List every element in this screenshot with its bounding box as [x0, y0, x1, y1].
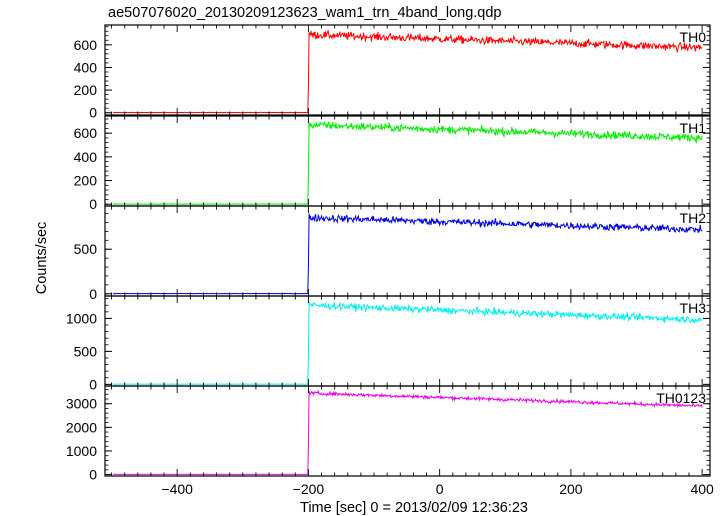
- y-tick-label: 500: [74, 241, 98, 257]
- y-tick-label: 1000: [66, 310, 97, 326]
- y-tick-label: 0: [89, 467, 97, 483]
- series-line-th1: [112, 120, 703, 205]
- y-tick-label: 3000: [66, 396, 97, 412]
- x-tick-label: −400: [161, 481, 193, 497]
- x-tick-label: 0: [436, 481, 444, 497]
- y-tick-label: 500: [74, 343, 98, 359]
- series-line-th2: [112, 213, 703, 295]
- y-tick-label: 400: [74, 59, 98, 75]
- panel-label-th0123: TH0123: [656, 390, 706, 406]
- panel-frame-th1: [104, 115, 711, 207]
- panel-label-th3: TH3: [680, 300, 707, 316]
- y-tick-label: 0: [89, 105, 97, 121]
- panel-th3: 0 500 1000 TH3: [66, 295, 711, 392]
- panel-th2: 0 500 TH2: [74, 205, 711, 302]
- panel-th0: 0 200 400 600 TH0: [74, 24, 711, 121]
- panel-frame-th0123: [104, 385, 711, 477]
- panel-frame-th0: [104, 24, 711, 116]
- y-tick-label: 2000: [66, 419, 97, 435]
- y-tick-label: 0: [89, 196, 97, 212]
- y-tick-label: 0: [89, 286, 97, 302]
- series-line-th3: [112, 301, 703, 385]
- x-tick-label: −200: [293, 481, 325, 497]
- y-tick-label: 0: [89, 376, 97, 392]
- y-tick-label: 400: [74, 149, 98, 165]
- chart-title: ae507076020_20130209123623_wam1_trn_4ban…: [108, 5, 501, 21]
- x-axis-ticks: −400 −200 0 200 400: [161, 481, 714, 497]
- panel-label-th0: TH0: [680, 29, 707, 45]
- y-tick-label: 600: [74, 125, 98, 141]
- y-axis-label: Counts/sec: [34, 222, 50, 295]
- x-tick-label: 400: [690, 481, 714, 497]
- y-tick-label: 1000: [66, 443, 97, 459]
- y-tick-label: 600: [74, 37, 98, 53]
- panel-th0123: 0 1000 2000 3000 TH0123: [66, 385, 711, 483]
- y-tick-label: 200: [74, 173, 98, 189]
- y-tick-label: 200: [74, 82, 98, 98]
- series-line-th0: [112, 30, 703, 114]
- panel-label-th1: TH1: [680, 120, 707, 136]
- panel-label-th2: TH2: [680, 210, 707, 226]
- x-tick-label: 200: [559, 481, 583, 497]
- panel-th1: 0 200 400 600 TH1: [74, 115, 711, 212]
- panels: 0 200 400 600 TH0 0 200 400 600 TH1 0 500 TH2 0 500 100…: [66, 24, 711, 483]
- x-axis-label: Time [sec] 0 = 2013/02/09 12:36:23: [300, 500, 528, 516]
- series-line-th0123: [112, 390, 703, 475]
